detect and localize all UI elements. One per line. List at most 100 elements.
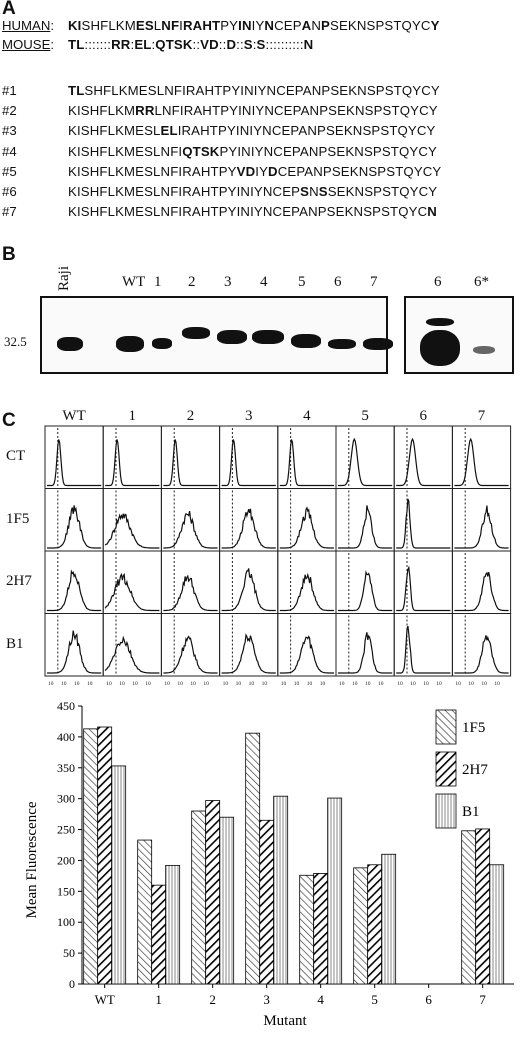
- human-seq-segment: N: [264, 18, 275, 33]
- histogram-curve: [105, 439, 160, 487]
- flow-axis-tick: 10: [294, 681, 300, 687]
- human-seq-segment: SEKNSPSTQYC: [330, 18, 431, 33]
- protein-band: [473, 346, 495, 354]
- mouse-row: MOUSE:: [2, 37, 55, 52]
- mouse-seq-segment: EL: [134, 37, 152, 52]
- flow-column-label: 3: [244, 408, 253, 424]
- histogram-curve: [338, 570, 393, 612]
- mutant-seq-segment: TL: [68, 83, 85, 98]
- flow-histogram-cell: [219, 425, 279, 489]
- flow-histogram-cell: [44, 425, 104, 489]
- histogram-curve: [396, 437, 451, 487]
- histogram-curve: [279, 572, 334, 612]
- human-seq-segment: ES: [135, 18, 154, 33]
- flow-column-label: 7: [477, 408, 486, 424]
- mutant-label: #1: [2, 83, 17, 98]
- bar-1F5: [245, 732, 261, 985]
- flow-histogram-cell: [451, 550, 512, 614]
- y-tick-label: 450: [57, 699, 75, 713]
- bar-1F5: [137, 839, 153, 985]
- histogram-curve: [47, 439, 102, 487]
- x-tick-label: 6: [425, 992, 432, 1007]
- blot-lane-label: 2: [188, 274, 196, 290]
- bar-2H7: [475, 828, 491, 985]
- flow-histogram-cell: [102, 425, 162, 489]
- mutant-seq-segment: CEPANPSEKNSPSTQYCY: [277, 163, 442, 179]
- protein-band: [291, 334, 321, 348]
- mouse-seq-segment: D: [226, 37, 237, 52]
- bar-1F5: [299, 874, 315, 985]
- bar-2H7: [367, 864, 383, 985]
- human-label: HUMAN: [2, 18, 51, 33]
- human-seq-segment: I: [179, 18, 183, 33]
- mutant-sequence: KISHFLKMRRLNFIRAHTPYINIYNCEPANPSEKNSPSTQ…: [68, 103, 438, 118]
- flow-histogram-cell: [219, 488, 279, 552]
- mutant-seq-segment: IRAHTPYINIYNCEPANPSEKNSPSTQYCY: [177, 123, 436, 139]
- protein-band: [252, 330, 284, 344]
- flow-histogram-cell: [277, 425, 337, 489]
- histogram-curve: [396, 498, 451, 549]
- flow-axis-tick: 10: [365, 681, 371, 687]
- bar-B1: [327, 797, 343, 985]
- flow-histogram-cell: [277, 550, 337, 614]
- histogram-curve: [338, 632, 393, 674]
- blot-lane-label: 6: [334, 274, 342, 290]
- mutant-seq-segment: KISHFLKMESLNFIRAHTPYINIYNCEP: [68, 184, 301, 199]
- protein-band: [152, 338, 172, 349]
- flow-axis-tick: 10: [468, 681, 474, 687]
- x-tick-label: 2: [209, 992, 216, 1007]
- flow-axis-tick: 10: [339, 681, 345, 687]
- bar-B1: [111, 765, 127, 985]
- mutant-label: #7: [2, 204, 17, 220]
- flow-histogram-cell: [393, 488, 453, 552]
- flow-axis-tick: 10: [236, 681, 242, 687]
- flow-column-label: 1: [128, 408, 137, 424]
- flow-axis-tick: 10: [106, 681, 112, 687]
- flow-histogram-cell: [102, 550, 162, 614]
- flow-row-label: 2H7: [6, 573, 32, 590]
- flow-histogram-cell: [44, 550, 104, 614]
- mutant-seq-segment: PYINIYNCEPANPSEKNSPSTQYCY: [219, 143, 437, 159]
- histogram-curve: [221, 508, 276, 549]
- mouse-seq-segment: S: [256, 37, 266, 52]
- mutant-seq-segment: D: [268, 163, 278, 179]
- flow-axis-tick: 10: [74, 681, 80, 687]
- blot-lane-label: 1: [154, 274, 162, 290]
- blot-lane-label: WT: [122, 274, 146, 290]
- y-tick-label: 400: [57, 730, 75, 744]
- bar-1F5: [83, 728, 99, 985]
- flow-column-label: 4: [303, 408, 311, 424]
- protein-band: [182, 327, 210, 339]
- mutant-seq-segment: KISHFLKMESLNFI: [68, 143, 183, 159]
- bar-B1: [219, 816, 235, 985]
- x-tick-label: 1: [155, 992, 162, 1007]
- flow-histogram-cell: [219, 613, 279, 677]
- bar-1F5: [461, 830, 477, 985]
- mouse-seq-segment: ::: [192, 37, 201, 52]
- mutant-seq-segment: KISHFLKM: [68, 103, 136, 119]
- mouse-seq-segment: ::: [236, 37, 244, 52]
- histogram-curve: [163, 635, 218, 674]
- mutant-seq-segment: KISHFLKMESLNFIRAHTPYINIYNCEPANPSEKNSPSTQ…: [68, 204, 428, 220]
- histogram-curve: [221, 439, 276, 487]
- histogram-curve: [338, 437, 393, 487]
- y-tick-label: 300: [57, 792, 75, 806]
- flow-axis-tick: 10: [494, 681, 500, 687]
- protein-band: [328, 339, 356, 349]
- panel-a-letter: A: [2, 0, 16, 19]
- y-tick-label: 0: [69, 977, 75, 991]
- flow-axis-tick: 10: [87, 681, 93, 687]
- flow-histogram-cell: [451, 425, 512, 489]
- bar-B1: [489, 864, 505, 985]
- bar-1F5: [353, 867, 369, 985]
- mutant-seq-segment: N: [427, 204, 437, 220]
- flow-histogram-cell: [335, 425, 395, 489]
- panel-b-letter: B: [2, 244, 16, 265]
- histogram-curve: [104, 513, 160, 549]
- flow-column-label: 5: [361, 408, 369, 424]
- histogram-curve: [396, 565, 451, 612]
- flow-axis-tick: 10: [190, 681, 196, 687]
- flow-histogram-cell: [102, 488, 162, 552]
- flow-axis-tick: 10: [119, 681, 125, 687]
- flow-axis-tick: 10: [61, 681, 67, 687]
